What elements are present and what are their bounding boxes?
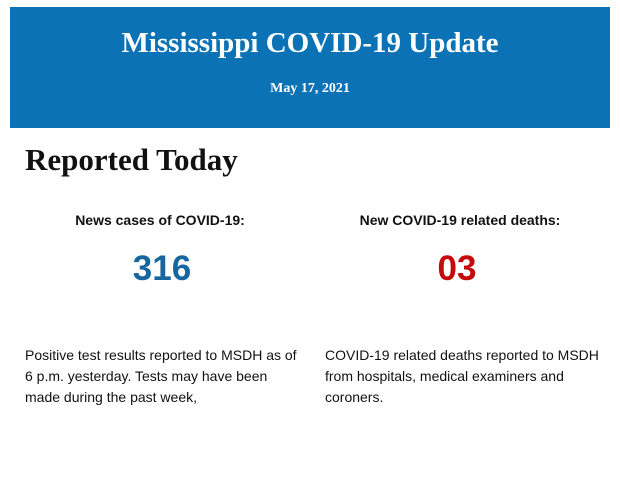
stat-label: New COVID-19 related deaths: — [359, 212, 561, 228]
page-title: Mississippi COVID-19 Update — [121, 27, 499, 59]
stat-value: 03 — [437, 249, 477, 288]
date: May 17, 2021 — [270, 81, 350, 96]
stat-value: 316 — [132, 249, 192, 288]
stat-description: Positive test results reported to MSDH a… — [25, 347, 297, 405]
stat-label: News cases of COVID-19: — [75, 212, 245, 228]
header-banner: Mississippi COVID-19 Update May 17, 2021 — [10, 7, 610, 128]
section-title: Reported Today — [25, 142, 238, 177]
stat-description: COVID-19 related deaths reported to MSDH… — [325, 347, 599, 405]
